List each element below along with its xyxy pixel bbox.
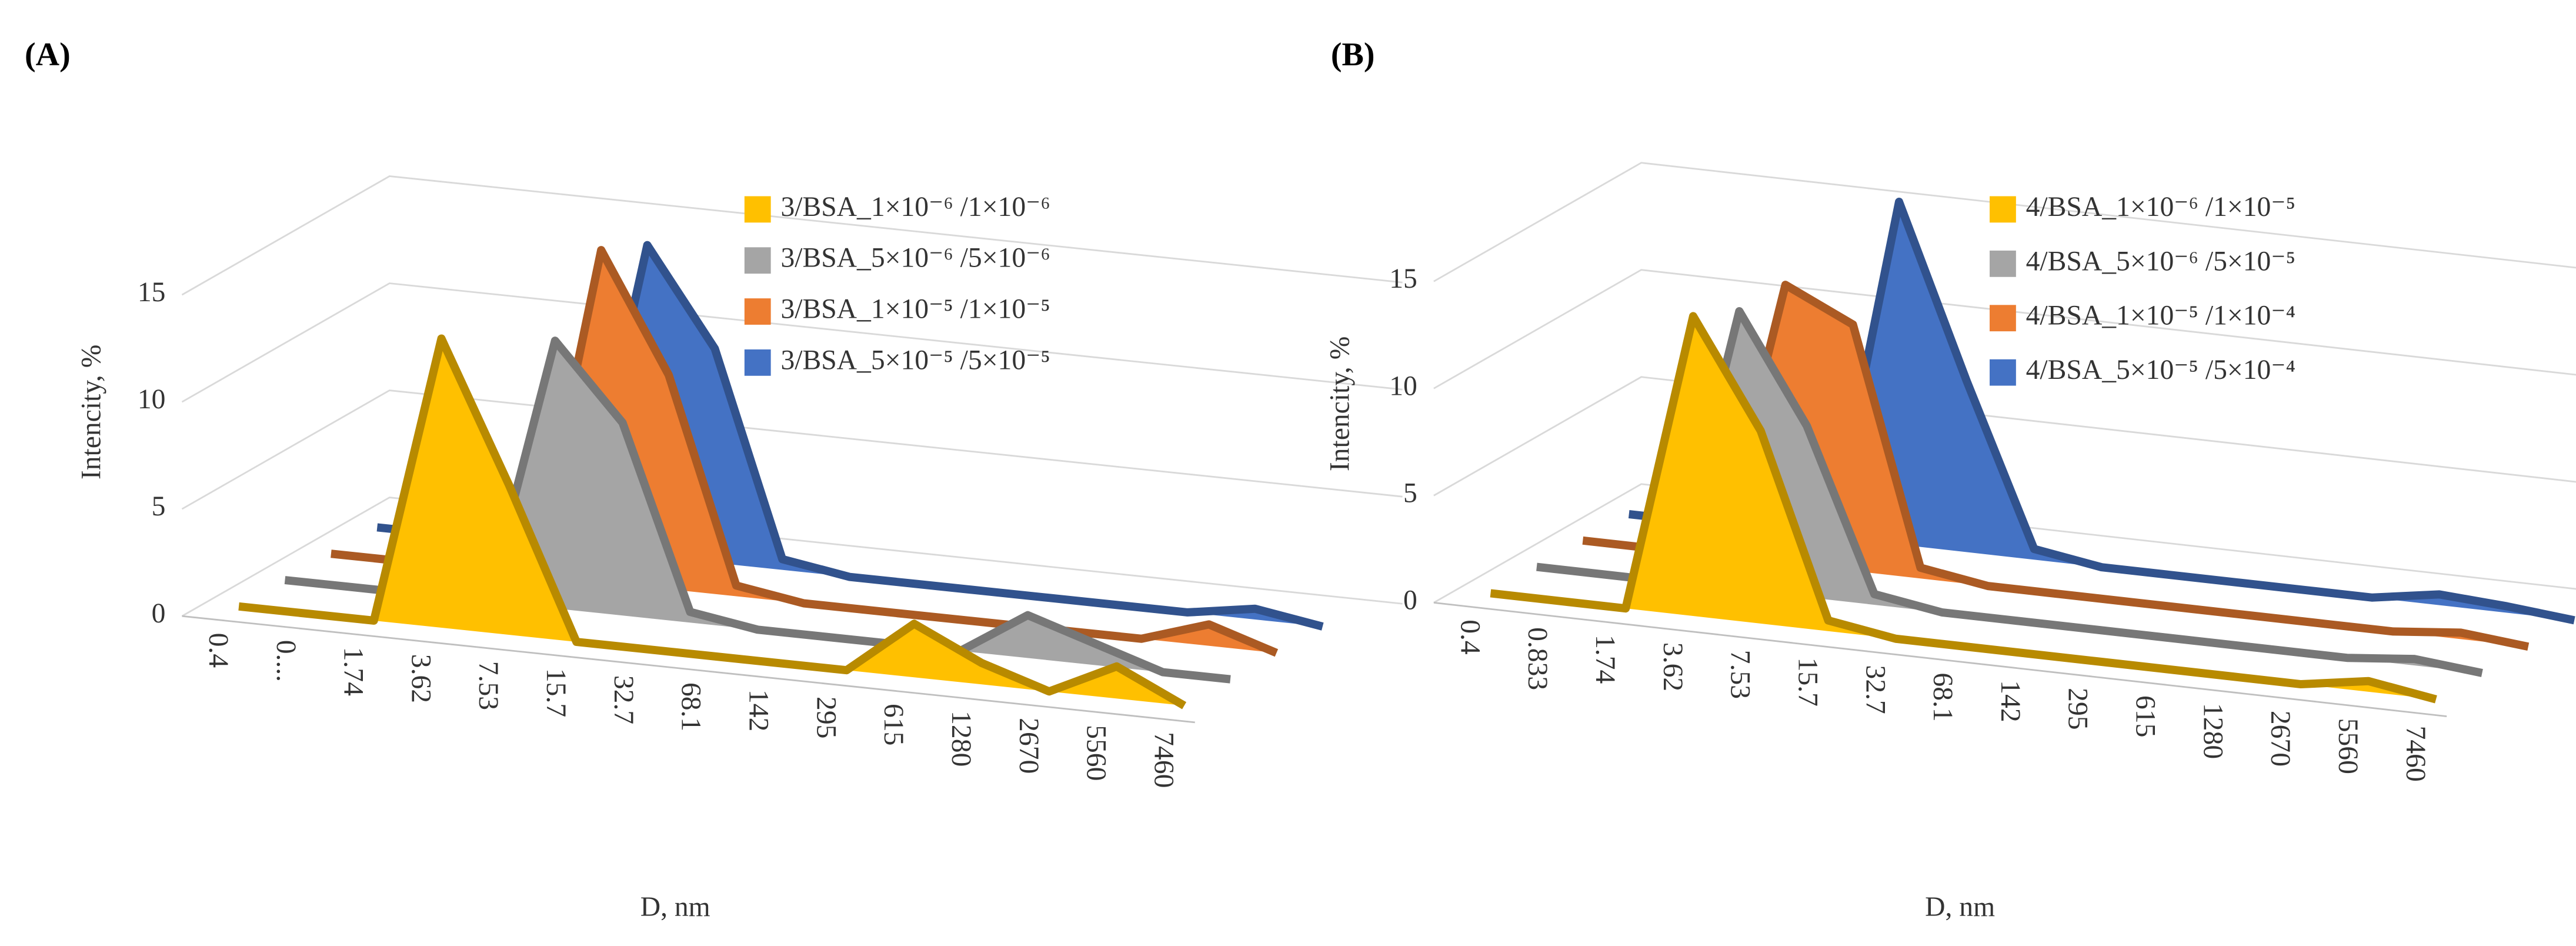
x-tick-label: 3.62 [1657,642,1688,691]
x-tick-label: 142 [1995,680,2026,722]
legend-label: 4/BSA_1×10⁻⁵ /1×10⁻⁴ [2026,301,2295,331]
y-tick-label: 10 [1389,371,1417,401]
x-axis-label: D, nm [640,892,710,922]
y-axis-label: Intencity, % [76,345,107,480]
x-tick-label: 32.7 [608,675,639,724]
x-axis-label: D, nm [1925,892,1995,922]
y-tick-label: 10 [138,384,166,415]
grid-line [1433,269,2576,389]
y-tick-label: 15 [1389,264,1417,294]
x-tick-label: 1.74 [1590,635,1620,684]
legend-swatch [744,247,771,274]
y-tick-label: 0 [1403,585,1417,615]
grid-line [1433,483,2576,604]
legend-label: 3/BSA_5×10⁻⁵ /5×10⁻⁵ [780,345,1050,375]
area-edge [238,334,1187,710]
legend-label: 4/BSA_5×10⁻⁶ /5×10⁻⁵ [2026,246,2295,277]
x-tick-label: 7460 [1148,732,1179,788]
grid-line [181,389,1403,510]
legend-label: 4/BSA_5×10⁻⁵ /5×10⁻⁴ [2026,355,2295,385]
y-tick-label: 15 [138,277,166,308]
area [1490,316,2436,699]
panel-label: (A) [25,36,71,73]
x-tick-label: 1280 [946,711,976,767]
y-tick-label: 5 [152,491,166,522]
x-tick-label: 3.62 [405,654,436,703]
x-axis [1433,602,2447,718]
x-tick-label: 0.... [271,640,301,682]
x-tick-label: 295 [810,697,841,738]
x-tick-label: 2670 [1013,718,1044,774]
x-tick-label: 68.1 [676,682,706,731]
x-tick-label: 68.1 [1927,672,1958,721]
grid-line [181,497,1403,617]
grid-line [1433,376,2576,497]
legend-label: 3/BSA_1×10⁻⁶ /1×10⁻⁶ [780,192,1050,222]
legend-label: 3/BSA_5×10⁻⁶ /5×10⁻⁶ [780,243,1050,274]
panel-label: (B) [1331,36,1375,73]
x-tick-label: 615 [2130,695,2161,737]
x-tick-label: 15.7 [540,668,571,717]
legend-swatch [1990,196,2016,223]
x-tick-label: 2670 [2265,711,2295,767]
x-tick-label: 142 [743,689,774,731]
area [239,338,1184,706]
x-tick-label: 0.4 [1454,619,1485,655]
y-tick-label: 5 [1403,478,1417,508]
x-tick-label: 5560 [2333,718,2363,774]
x-tick-label: 1280 [2197,703,2228,759]
area-edge [1490,312,2437,704]
legend-swatch [1990,305,2016,332]
x-tick-label: 7460 [2400,726,2431,782]
legend-swatch [744,196,771,223]
x-tick-label: 7.53 [473,661,503,710]
x-tick-label: 295 [2063,688,2093,730]
x-tick-label: 15.7 [1792,658,1823,707]
y-tick-label: 0 [152,598,166,629]
x-tick-label: 1.74 [338,647,369,696]
legend-label: 4/BSA_1×10⁻⁶ /1×10⁻⁵ [2026,192,2295,222]
legend-swatch [744,298,771,325]
grid-line [1433,162,2576,282]
x-axis [182,615,1195,724]
x-tick-label: 5560 [1081,725,1112,781]
legend-label: 3/BSA_1×10⁻⁵ /1×10⁻⁵ [780,294,1050,324]
x-tick-label: 0.833 [1522,627,1553,690]
grid-line [181,175,1403,296]
grid-line [181,282,1403,403]
y-axis-label: Intencity, % [1324,337,1355,472]
x-tick-label: 32.7 [1860,665,1890,714]
legend-swatch [744,349,771,376]
x-tick-label: 7.53 [1725,650,1756,699]
x-tick-label: 0.4 [203,633,233,668]
legend-swatch [1990,250,2016,277]
x-tick-label: 615 [878,704,909,745]
legend-swatch [1990,359,2016,386]
